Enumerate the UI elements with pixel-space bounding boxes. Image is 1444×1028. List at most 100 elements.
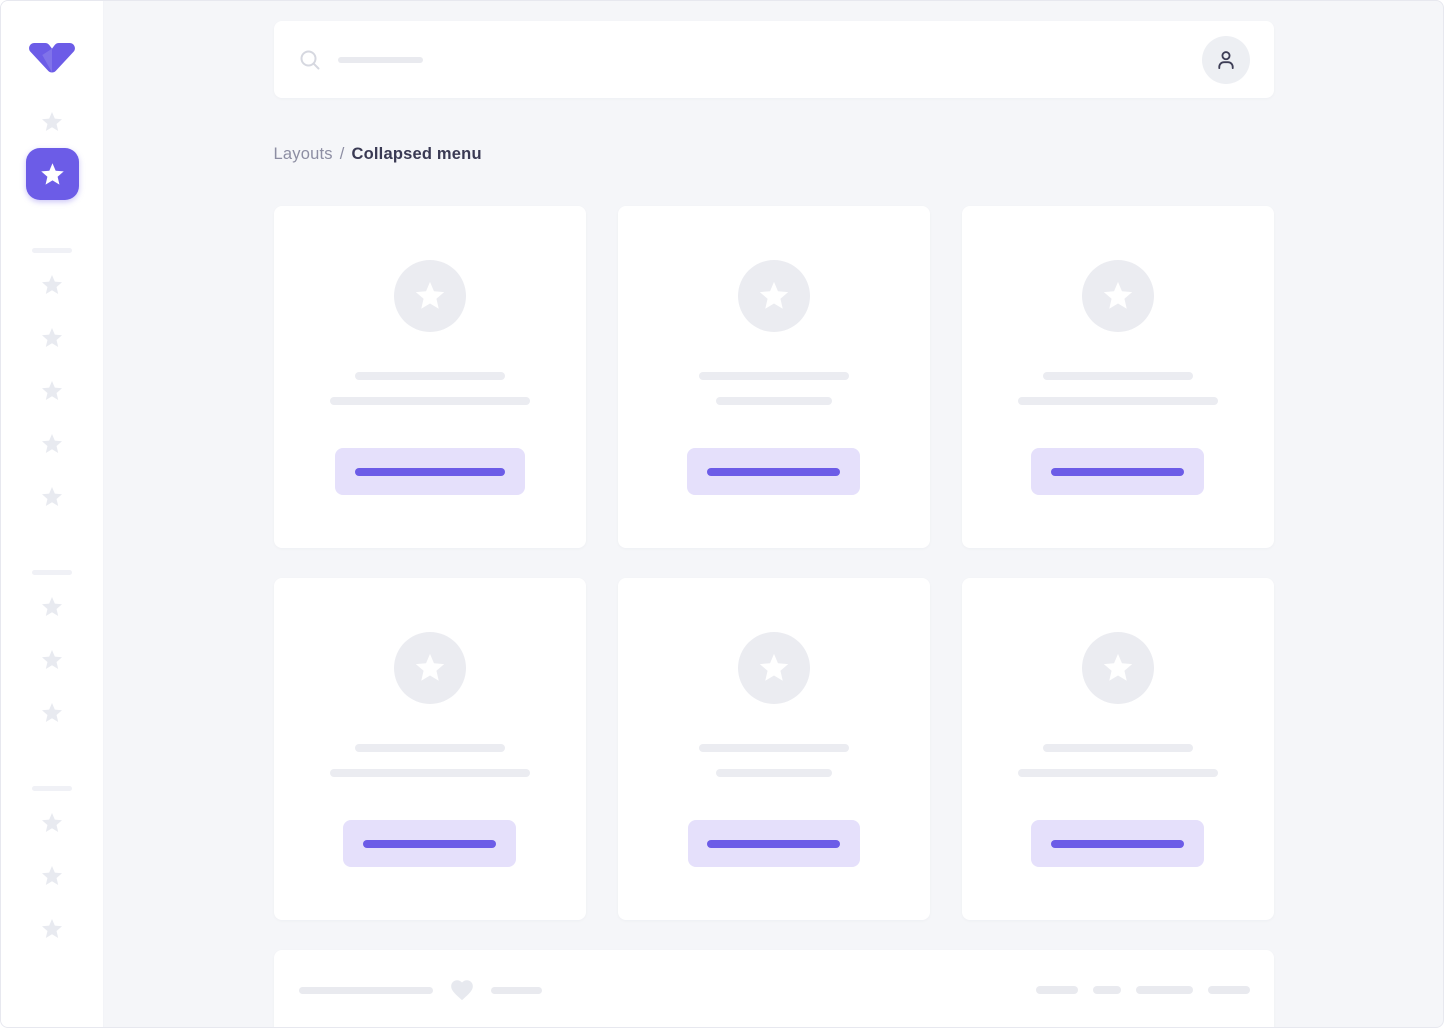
card-title-placeholder — [1042, 372, 1193, 380]
card-subtitle-placeholder — [715, 397, 832, 405]
search-icon — [298, 48, 322, 72]
footer-text-placeholder — [490, 986, 542, 994]
card-subtitle-placeholder — [329, 397, 530, 405]
footer-links — [1035, 986, 1250, 994]
footer-left — [298, 977, 542, 1003]
card-action-button[interactable] — [1031, 448, 1204, 495]
card-title-placeholder — [1042, 744, 1193, 752]
card-image-placeholder — [737, 632, 810, 704]
star-icon — [42, 597, 62, 616]
sidebar-item[interactable] — [40, 917, 64, 941]
heart-icon — [448, 977, 476, 1003]
card-action-button[interactable] — [687, 820, 860, 867]
sidebar-item[interactable] — [40, 595, 64, 619]
star-icon — [759, 281, 788, 309]
person-icon — [1217, 50, 1234, 69]
placeholder-card — [961, 578, 1274, 920]
card-action-button[interactable] — [687, 448, 860, 495]
star-icon — [759, 653, 788, 681]
placeholder-card — [961, 206, 1274, 548]
sidebar-group — [32, 725, 72, 941]
footer-link-placeholder — [1092, 986, 1121, 994]
card-image-placeholder — [737, 260, 810, 332]
breadcrumb-separator: / — [339, 145, 345, 163]
button-label-placeholder — [707, 839, 840, 848]
button-label-placeholder — [1051, 467, 1184, 476]
main-area: Layouts / Collapsed menu — [104, 1, 1443, 1027]
sidebar-item[interactable] — [40, 273, 64, 297]
sidebar-item[interactable] — [40, 110, 64, 134]
vuestic-v-logo-icon — [29, 43, 75, 73]
button-label-placeholder — [1051, 839, 1184, 848]
star-icon — [42, 919, 62, 938]
search-placeholder-bar — [337, 56, 423, 63]
card-title-placeholder — [698, 372, 849, 380]
top-bar — [273, 21, 1274, 98]
star-icon — [42, 866, 62, 885]
placeholder-card — [617, 578, 930, 920]
sidebar-item-active[interactable] — [25, 148, 79, 200]
star-icon — [42, 275, 62, 294]
sidebar-item[interactable] — [40, 701, 64, 725]
card-image-placeholder — [393, 632, 466, 704]
card-subtitle-placeholder — [1017, 397, 1218, 405]
card-image-placeholder — [1081, 632, 1154, 704]
star-icon — [1103, 653, 1132, 681]
footer-link-placeholder — [1035, 986, 1078, 994]
user-avatar-button[interactable] — [1201, 35, 1250, 84]
sidebar-divider — [32, 786, 72, 791]
button-label-placeholder — [363, 839, 496, 848]
footer-link-placeholder — [1135, 986, 1193, 994]
star-icon — [1103, 281, 1132, 309]
star-icon — [42, 650, 62, 669]
star-icon — [42, 487, 62, 506]
placeholder-card — [273, 578, 586, 920]
star-icon — [415, 653, 444, 681]
button-label-placeholder — [707, 467, 840, 476]
sidebar-group — [32, 200, 72, 509]
card-title-placeholder — [354, 744, 505, 752]
sidebar-item[interactable] — [40, 379, 64, 403]
card-action-button[interactable] — [343, 820, 516, 867]
search-input[interactable] — [298, 21, 1202, 98]
card-grid — [273, 206, 1274, 920]
breadcrumb: Layouts / Collapsed menu — [274, 145, 482, 164]
footer-text-placeholder — [298, 986, 433, 994]
card-action-button[interactable] — [1031, 820, 1204, 867]
page-title: Collapsed menu — [351, 145, 482, 163]
card-subtitle-placeholder — [715, 769, 832, 777]
star-icon — [42, 703, 62, 722]
star-icon — [415, 281, 444, 309]
placeholder-card — [273, 206, 586, 548]
sidebar-divider — [32, 248, 72, 253]
card-image-placeholder — [393, 260, 466, 332]
star-icon — [42, 112, 62, 131]
placeholder-card — [617, 206, 930, 548]
app-logo[interactable] — [29, 43, 75, 73]
breadcrumb-section[interactable]: Layouts — [273, 145, 333, 163]
card-title-placeholder — [698, 744, 849, 752]
sidebar-item[interactable] — [40, 811, 64, 835]
sidebar-item[interactable] — [40, 864, 64, 888]
sidebar-item[interactable] — [40, 648, 64, 672]
sidebar-divider — [32, 570, 72, 575]
sidebar-item[interactable] — [40, 485, 64, 509]
sidebar-item[interactable] — [40, 432, 64, 456]
card-image-placeholder — [1081, 260, 1154, 332]
card-title-placeholder — [354, 372, 505, 380]
star-icon — [42, 381, 62, 400]
card-action-button[interactable] — [334, 448, 525, 495]
star-icon — [40, 162, 64, 185]
footer-link-placeholder — [1207, 986, 1250, 994]
sidebar-group — [32, 509, 72, 725]
star-icon — [42, 328, 62, 347]
button-label-placeholder — [354, 467, 505, 476]
star-icon — [42, 813, 62, 832]
sidebar-item[interactable] — [40, 326, 64, 350]
card-subtitle-placeholder — [1017, 769, 1218, 777]
star-icon — [42, 434, 62, 453]
sidebar — [1, 1, 104, 1027]
card-subtitle-placeholder — [329, 769, 530, 777]
footer — [273, 950, 1274, 1027]
